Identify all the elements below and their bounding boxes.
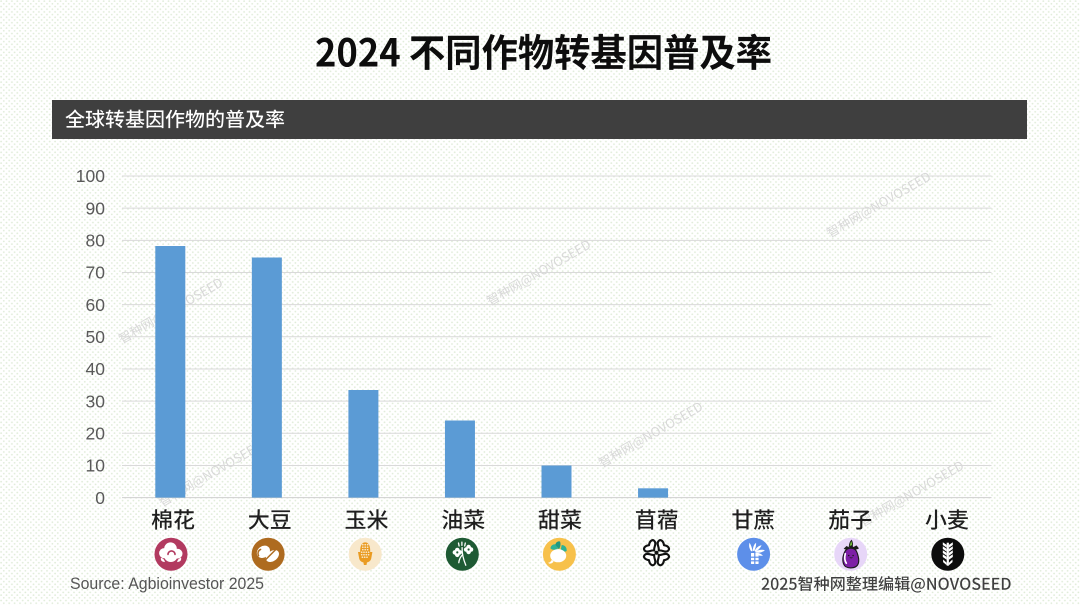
svg-text:60: 60 xyxy=(86,295,106,315)
svg-text:0: 0 xyxy=(95,488,105,508)
svg-text:90: 90 xyxy=(86,198,106,218)
svg-text:80: 80 xyxy=(86,231,106,251)
svg-text:100: 100 xyxy=(76,166,105,186)
svg-text:20: 20 xyxy=(86,423,106,443)
svg-text:Source: Agbioinvestor 2025: Source: Agbioinvestor 2025 xyxy=(70,574,264,593)
svg-text:50: 50 xyxy=(86,327,106,347)
svg-text:70: 70 xyxy=(86,263,106,283)
svg-text:10: 10 xyxy=(86,456,106,476)
svg-text:40: 40 xyxy=(86,359,106,379)
svg-text:30: 30 xyxy=(86,391,106,411)
